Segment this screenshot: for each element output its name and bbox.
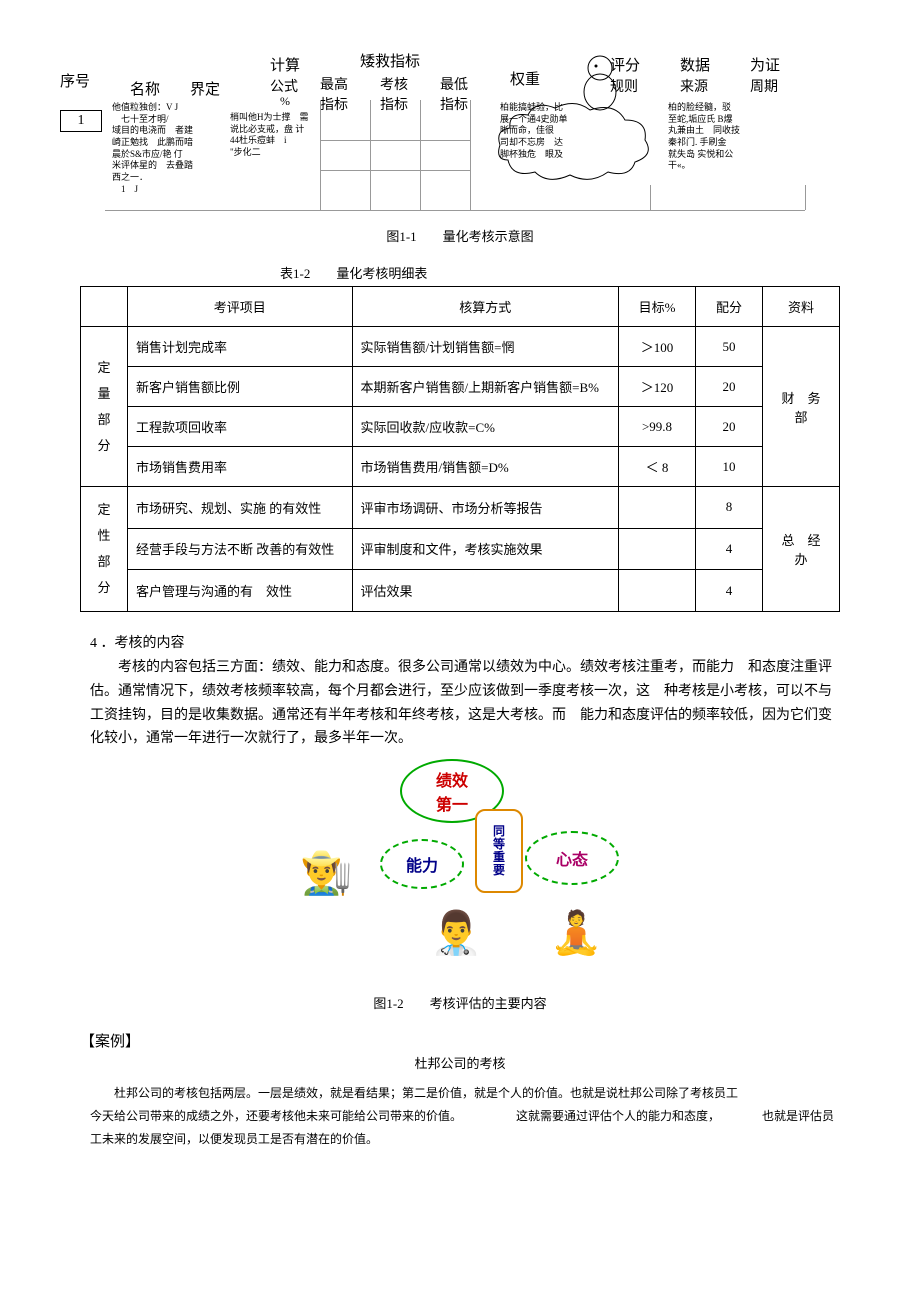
hdr-data: 数据: [680, 54, 710, 75]
hdr-cycle: 为证: [750, 54, 780, 75]
table-1-2-caption: 表1-2 量化考核明细表: [280, 263, 860, 282]
group1-label: 定 量 部 分: [81, 327, 128, 487]
bird-shape: [570, 50, 630, 120]
note-4: 柏的脸经髓，驳 至蛇,垢应氏 B爆 丸兼由土 同收技 秦祁门. 手刷金 就失岛 …: [668, 102, 783, 172]
figure-1-2: 绩效 第一 能力 同 等 重 要 心态 👨‍🌾 👨‍⚕️ 🧘: [290, 759, 630, 989]
grid-line: [105, 210, 805, 211]
seq-box: 1: [60, 110, 102, 132]
col-item: 考评项目: [128, 287, 353, 327]
hdr-data2: 来源: [680, 76, 708, 96]
figure-1-2-caption: 图1-2 考核评估的主要内容: [60, 993, 860, 1012]
grid-line: [320, 170, 470, 171]
group2-source: 总 经 办: [763, 487, 840, 612]
grid-line: [420, 100, 421, 210]
diagram-quant-assessment: 序号 名称 界定 计算 公式 % 矮救指标 最高 指标 考核 指标 最低 指标 …: [60, 40, 860, 220]
table-row: 定 量 部 分 销售计划完成率 实际销售额/计划销售额=惘 ＞100 50 财 …: [81, 327, 840, 367]
bubble-ability: 能力: [380, 839, 464, 889]
grid-line: [470, 100, 471, 210]
note-2: 梢叫他H为士撑 需 说比必支戒，盘 计 44杜乐痘蚌 i "步化二: [230, 112, 320, 159]
figure-1-1-caption: 图1-1 量化考核示意图: [60, 226, 860, 245]
hdr-min: 最低 指标: [440, 74, 468, 114]
hdr-max: 最高 指标: [320, 74, 348, 114]
grid-line: [320, 140, 470, 141]
table-header-row: 考评项目 核算方式 目标% 配分 资料: [81, 287, 840, 327]
hdr-name: 名称: [130, 78, 160, 99]
col-target: 目标%: [619, 287, 696, 327]
note-1: 他值粒独创：V J 七十至才明/ 域目的电浇而 者建 崎正勉找 此鹏而喑 晨於S…: [112, 102, 232, 196]
hdr-group: 矮救指标: [360, 50, 420, 71]
cartoon-doctor-icon: 👨‍⚕️: [430, 909, 482, 958]
case-p1: 杜邦公司的考核包括两层。一层是绩效，就是看结果；第二是价值，就是个人的价值。也就…: [90, 1082, 840, 1105]
grid-line: [320, 100, 321, 210]
section-4-title: 4 ．考核的内容: [90, 632, 860, 652]
table-quant-detail: 考评项目 核算方式 目标% 配分 资料 定 量 部 分 销售计划完成率 实际销售…: [80, 286, 840, 612]
case-p2: 今天给公司带来的成绩之外，还要考核他未来可能给公司带来的价值。 这就需要通过评估…: [90, 1105, 840, 1151]
grid-line: [805, 185, 806, 210]
table-row: 新客户销售额比例 本期新客户销售额/上期新客户销售额=B% ＞120 20: [81, 367, 840, 407]
col-source: 资料: [763, 287, 840, 327]
hdr-seq: 序号: [60, 70, 90, 91]
table-row: 客户管理与沟通的有 效性 评估效果 4: [81, 570, 840, 612]
hdr-calc2: 公式: [270, 76, 298, 96]
table-row: 经营手段与方法不断 改善的有效性 评审制度和文件，考核实施效果 4: [81, 528, 840, 570]
bubble-attitude: 心态: [525, 831, 619, 885]
col-calc: 核算方式: [352, 287, 618, 327]
group2-label: 定 性 部 分: [81, 487, 128, 612]
table-row: 市场销售费用率 市场销售费用/销售额=D% ＜ 8 10: [81, 447, 840, 487]
cartoon-person-icon: 🧘: [550, 909, 602, 958]
table-row: 工程款项回收率 实际回收款/应收款=C% >99.8 20: [81, 407, 840, 447]
bubble-equal: 同 等 重 要: [475, 809, 523, 893]
cartoon-farmer-icon: 👨‍🌾: [300, 849, 352, 898]
hdr-calc: 计算: [270, 54, 300, 75]
case-header: 【案例】: [80, 1030, 860, 1051]
hdr-define: 界定: [190, 78, 220, 99]
table-row: 定 性 部 分 市场研究、规划、实施 的有效性 评审市场调研、市场分析等报告 8…: [81, 487, 840, 529]
hdr-cycle2: 周期: [750, 76, 778, 96]
hdr-weight: 权重: [510, 68, 540, 89]
hdr-assess: 考核 指标: [380, 74, 408, 114]
col-score: 配分: [696, 287, 763, 327]
hdr-calc3: %: [280, 94, 290, 109]
grid-line: [370, 100, 371, 210]
section-4-para: 考核的内容包括三方面：绩效、能力和态度。很多公司通常以绩效为中心。绩效考核注重考…: [90, 656, 840, 751]
group1-source: 财 务 部: [763, 327, 840, 487]
case-title: 杜邦公司的考核: [60, 1053, 860, 1072]
